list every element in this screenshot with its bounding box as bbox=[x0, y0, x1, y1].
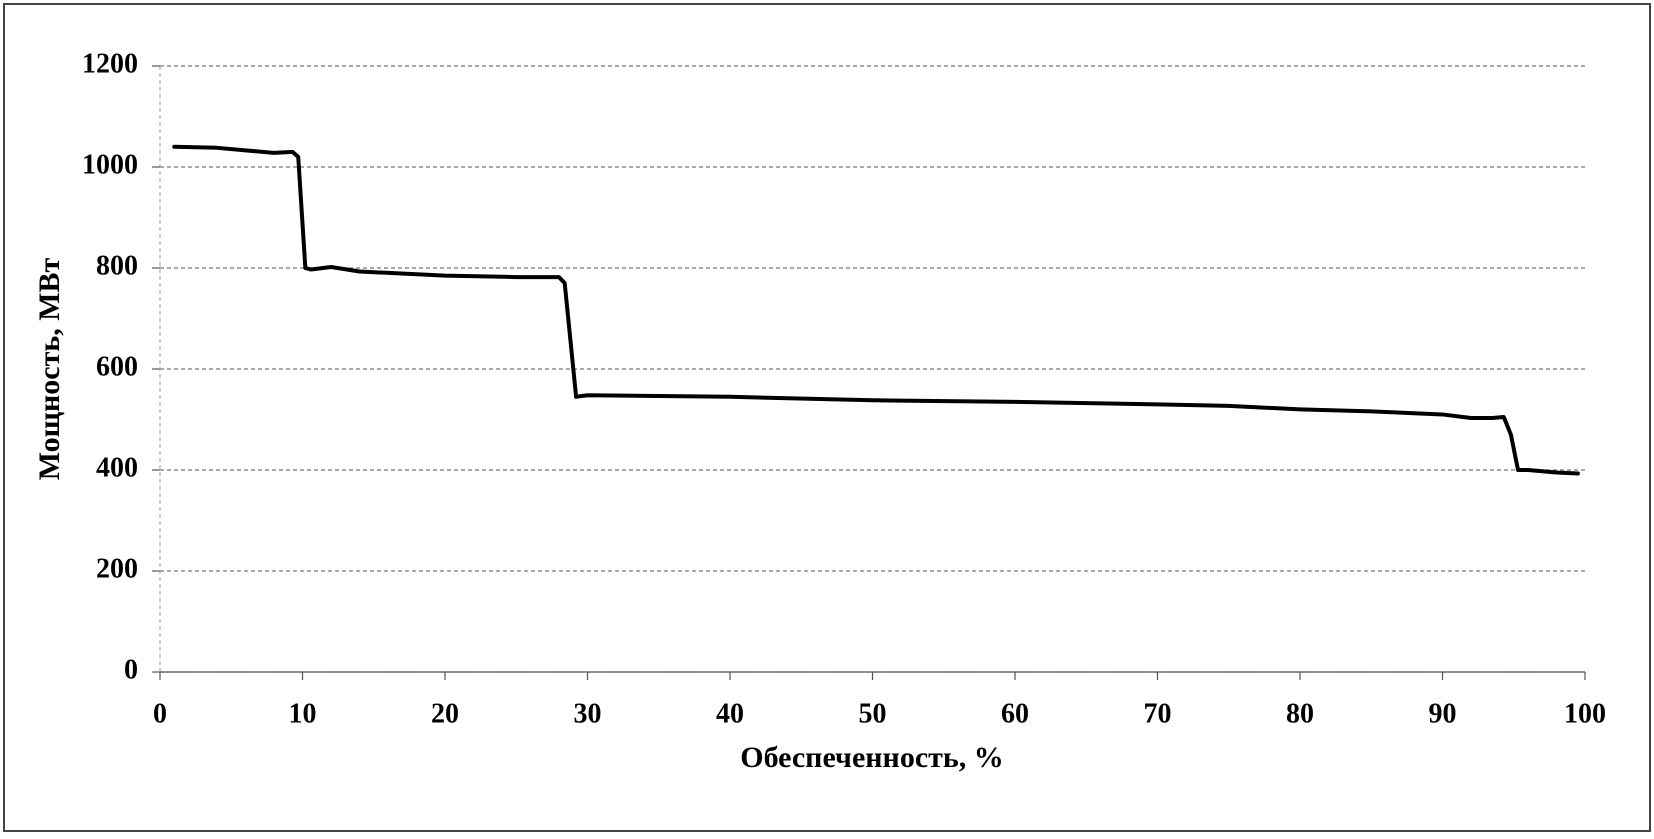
x-tick-label: 100 bbox=[1564, 698, 1606, 729]
x-tick-label: 60 bbox=[1001, 698, 1029, 729]
x-tick-label: 30 bbox=[574, 698, 602, 729]
x-tick-label: 70 bbox=[1144, 698, 1172, 729]
y-tick-label: 600 bbox=[96, 351, 138, 382]
y-tick-label: 400 bbox=[96, 452, 138, 483]
y-axis-title: Мощность, МВт bbox=[33, 257, 66, 480]
y-tick-label: 1000 bbox=[82, 149, 138, 180]
y-tick-label: 800 bbox=[96, 250, 138, 281]
y-tick-label: 1200 bbox=[82, 48, 138, 79]
x-tick-label: 0 bbox=[153, 698, 167, 729]
data-line bbox=[172, 144, 1580, 476]
x-axis-title: Обеспеченность, % bbox=[740, 741, 1004, 774]
y-tick-label: 0 bbox=[124, 654, 138, 685]
x-tick-label: 50 bbox=[859, 698, 887, 729]
x-tick-label: 10 bbox=[289, 698, 317, 729]
x-tick-label: 80 bbox=[1286, 698, 1314, 729]
x-tick-label: 40 bbox=[716, 698, 744, 729]
frame bbox=[3, 3, 1651, 832]
x-tick-label: 20 bbox=[431, 698, 459, 729]
y-tick-label: 200 bbox=[96, 553, 138, 584]
x-tick-label: 90 bbox=[1429, 698, 1457, 729]
